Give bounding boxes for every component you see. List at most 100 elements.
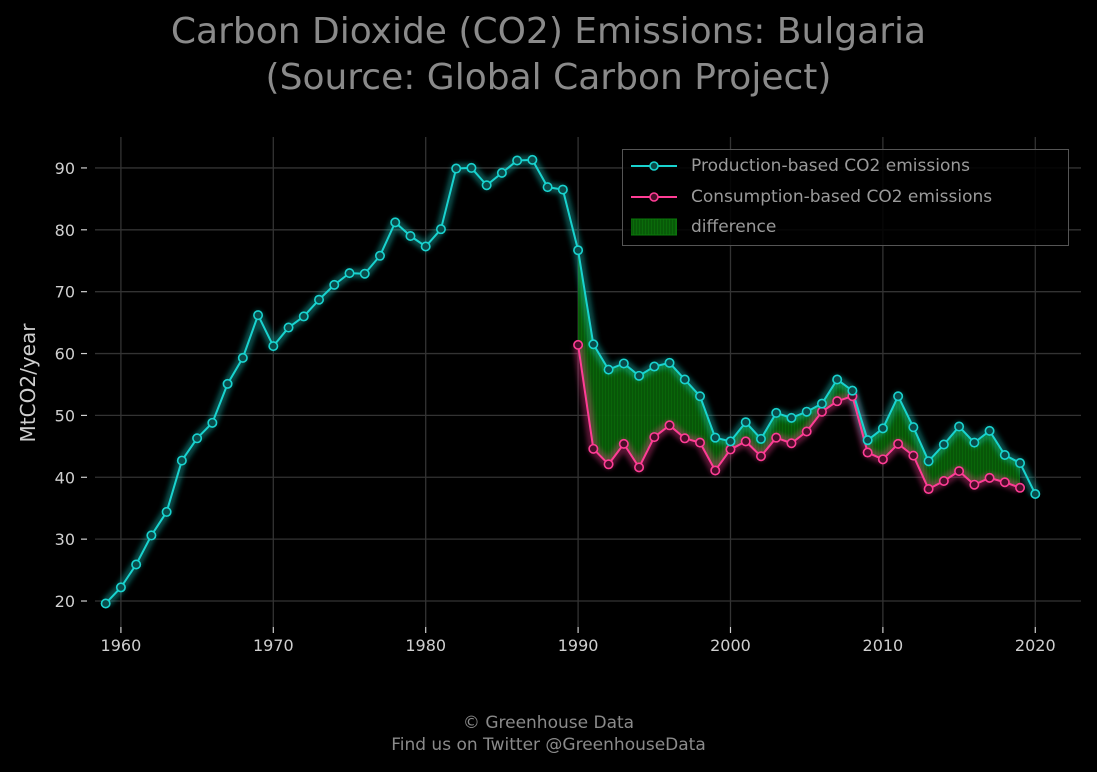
y-tick-label-50: 50 (55, 406, 75, 425)
consumption-point-2010 (877, 454, 888, 465)
consumption-point-2004 (786, 438, 797, 449)
production-point-1985 (496, 167, 507, 178)
production-point-1969 (253, 310, 264, 321)
consumption-point-2019 (1015, 482, 1026, 493)
production-point-2014 (938, 439, 949, 450)
consumption-point-2015 (954, 466, 965, 477)
footer-twitter: Find us on Twitter @GreenhouseData (391, 735, 706, 755)
production-point-1959 (100, 598, 111, 609)
y-axis-label: MtCO2/year (16, 323, 40, 443)
consumption-point-2011 (893, 438, 904, 449)
consumption-point-2007 (832, 396, 843, 407)
production-point-1977 (374, 250, 385, 261)
y-tick-label-90: 90 (55, 159, 75, 178)
consumption-point-2006 (816, 406, 827, 417)
production-point-2011 (893, 391, 904, 402)
legend-difference-swatch-icon (631, 218, 677, 236)
production-point-1978 (390, 217, 401, 228)
production-point-2017 (984, 425, 995, 436)
production-point-1990 (573, 245, 584, 256)
production-point-2005 (801, 406, 812, 417)
consumption-point-2013 (923, 484, 934, 495)
x-tick-label-2000: 2000 (710, 636, 751, 655)
y-tick-label-30: 30 (55, 530, 75, 549)
consumption-point-2009 (862, 447, 873, 458)
legend-item-consumption: Consumption-based CO2 emissions (631, 185, 992, 209)
chart-title-line-2: (Source: Global Carbon Project) (265, 57, 832, 98)
production-point-2007 (832, 374, 843, 385)
legend: Production-based CO2 emissions Consumpti… (622, 149, 1069, 246)
legend-production-line-icon (631, 161, 677, 171)
consumption-point-1993 (618, 438, 629, 449)
consumption-point-2016 (969, 479, 980, 490)
production-point-1982 (451, 163, 462, 174)
production-point-2020 (1030, 488, 1041, 499)
production-point-2008 (847, 385, 858, 396)
production-point-1973 (314, 294, 325, 305)
consumption-point-1994 (634, 462, 645, 473)
production-point-1980 (420, 241, 431, 252)
production-point-1979 (405, 230, 416, 241)
production-point-1963 (161, 506, 172, 517)
legend-item-difference: difference (631, 215, 776, 239)
production-point-1991 (588, 339, 599, 350)
consumption-point-1996 (664, 420, 675, 431)
consumption-point-1991 (588, 443, 599, 454)
consumption-point-2005 (801, 426, 812, 437)
production-point-1995 (649, 361, 660, 372)
x-tick-label-1980: 1980 (405, 636, 446, 655)
production-point-1988 (542, 182, 553, 193)
production-point-1967 (222, 378, 233, 389)
consumption-point-2012 (908, 450, 919, 461)
production-point-2003 (771, 407, 782, 418)
production-point-1970 (268, 341, 279, 352)
production-point-2006 (816, 398, 827, 409)
legend-label-difference: difference (691, 217, 777, 237)
footer-copyright: © Greenhouse Data (462, 713, 635, 733)
production-point-2002 (755, 433, 766, 444)
consumption-point-1995 (649, 432, 660, 443)
production-point-1983 (466, 162, 477, 173)
x-tick-label-1960: 1960 (101, 636, 142, 655)
production-point-1984 (481, 180, 492, 191)
series-markers (100, 154, 1041, 609)
legend-item-production: Production-based CO2 emissions (631, 154, 970, 178)
production-point-2004 (786, 412, 797, 423)
production-point-2013 (923, 456, 934, 467)
production-point-1997 (679, 374, 690, 385)
production-point-1962 (146, 530, 157, 541)
production-point-2018 (999, 450, 1010, 461)
y-tick-label-60: 60 (55, 345, 75, 364)
x-tick-label-2020: 2020 (1015, 636, 1056, 655)
y-tick-label-40: 40 (55, 468, 75, 487)
legend-consumption-line-icon (631, 192, 677, 202)
legend-label-production: Production-based CO2 emissions (691, 156, 970, 176)
production-point-1964 (176, 455, 187, 466)
consumption-point-2018 (999, 477, 1010, 488)
production-point-1965 (192, 433, 203, 444)
production-point-2015 (954, 421, 965, 432)
consumption-point-2017 (984, 472, 995, 483)
production-point-2000 (725, 436, 736, 447)
x-tick-label-1990: 1990 (558, 636, 599, 655)
production-point-1972 (298, 311, 309, 322)
consumption-point-1997 (679, 433, 690, 444)
chart-title-line-1: Carbon Dioxide (CO2) Emissions: Bulgaria (170, 11, 927, 52)
production-point-1975 (344, 268, 355, 279)
y-tick-label-20: 20 (55, 592, 75, 611)
production-point-2009 (862, 435, 873, 446)
production-point-1960 (115, 582, 126, 593)
x-tick-label-1970: 1970 (253, 636, 294, 655)
consumption-point-1992 (603, 459, 614, 470)
production-point-1993 (618, 358, 629, 369)
production-point-1987 (527, 154, 538, 165)
legend-label-consumption: Consumption-based CO2 emissions (691, 187, 993, 207)
production-point-2012 (908, 422, 919, 433)
consumption-point-1990 (573, 339, 584, 350)
y-tick-label-80: 80 (55, 221, 75, 240)
production-point-2019 (1015, 458, 1026, 469)
production-point-1971 (283, 322, 294, 333)
production-point-1968 (237, 352, 248, 363)
